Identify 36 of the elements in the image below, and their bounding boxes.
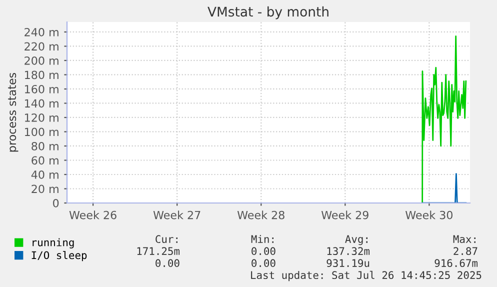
text: 0.00 <box>252 259 276 268</box>
y-axis-title: process states <box>8 72 18 152</box>
x-tick-label: Week 27 <box>153 210 200 220</box>
x-tick-label: Week 26 <box>69 210 116 220</box>
y-tick-label: 220 m <box>24 42 58 51</box>
legend-label: running <box>32 238 74 248</box>
text: Last update: Sat Jul 26 14:45:25 2025 <box>251 270 482 282</box>
text: 931.19u <box>326 259 370 268</box>
y-tick-label: 60 m <box>32 156 58 165</box>
text: 0.00 <box>156 259 180 268</box>
chart-title: VMstat - by month <box>208 6 328 20</box>
text: 171.25m <box>137 247 180 256</box>
y-tick-label: 120 m <box>25 113 58 122</box>
text: Cur: <box>156 235 178 244</box>
y-tick-label: 160 m <box>25 84 58 94</box>
x-tick-label: Week 29 <box>321 210 368 220</box>
y-tick-label: 200 m <box>24 56 58 65</box>
y-tick-label: 140 m <box>25 99 58 108</box>
y-tick-label: 100 m <box>25 128 58 136</box>
y-tick-label: 40 m <box>31 170 58 179</box>
text: 137.32m <box>327 247 370 256</box>
x-tick-label: Week 30 <box>406 210 452 220</box>
x-tick-label: Week 28 <box>237 210 284 220</box>
text: Avg: <box>345 235 368 246</box>
y-tick-label: 0 <box>53 198 59 208</box>
y-tick-label: 180 m <box>25 70 58 80</box>
y-tick-label: 20 m <box>32 184 58 194</box>
legend-label: I/O sleep <box>32 251 87 262</box>
text: Max: <box>453 235 476 244</box>
text: 0.00 <box>252 247 276 256</box>
text: 2.87 <box>454 247 478 256</box>
y-tick-label: 80 m <box>32 142 58 150</box>
line-series <box>422 36 467 203</box>
text: Min: <box>251 234 274 243</box>
text: 916.67m <box>434 259 478 268</box>
y-tick-label: 240 m <box>24 28 58 36</box>
